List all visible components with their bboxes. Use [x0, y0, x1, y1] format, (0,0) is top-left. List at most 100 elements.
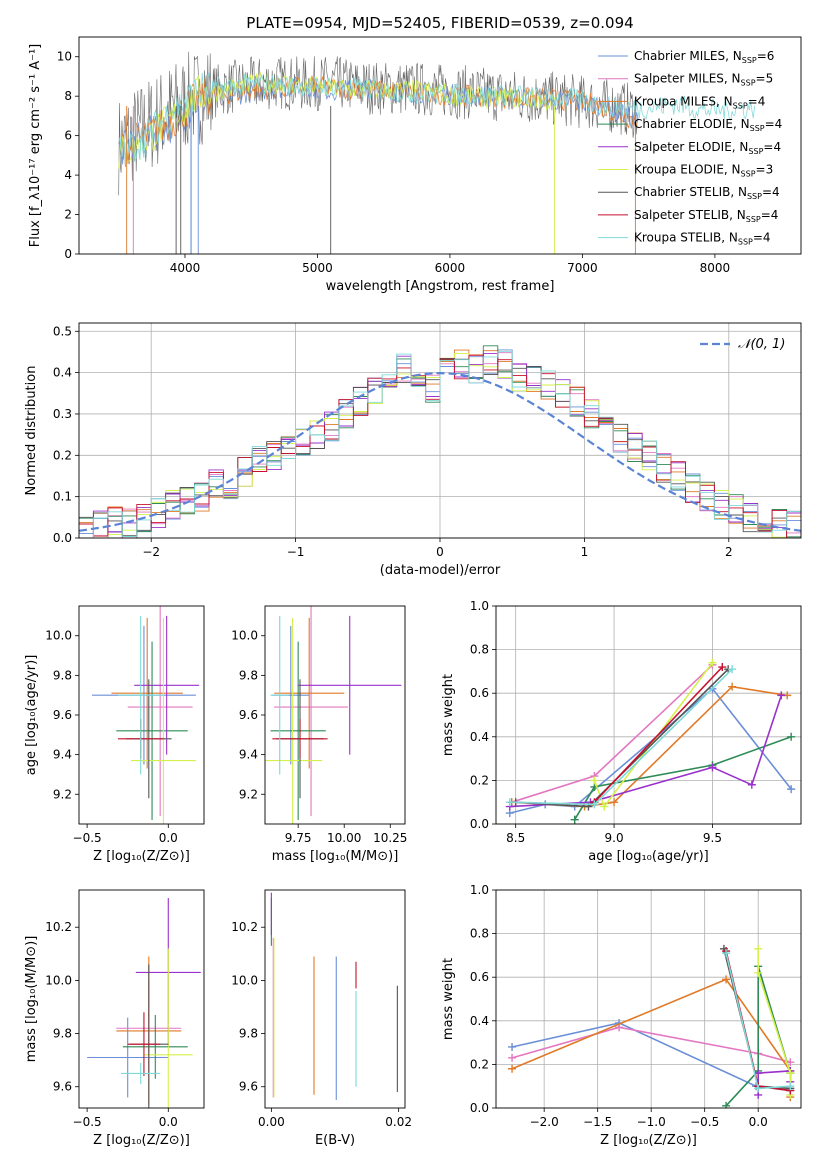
x-tick-label: 6000	[435, 261, 466, 275]
x-axis-label: mass [log₁₀(M/M⊙)]	[272, 849, 399, 864]
x-tick-label: 1	[581, 545, 589, 559]
y-tick-label: 9.2	[53, 787, 72, 801]
spectrum-series-line	[118, 75, 639, 168]
y-tick-label: 10	[57, 50, 72, 64]
x-axis-label: age [log₁₀(age/yr)]	[588, 849, 709, 864]
legend-label: 𝒩(0, 1)	[738, 337, 785, 352]
residual-histogram-panel: −2 −1 0 1 2 0.0 0.1 0.2 0.3 0.4 0.5 (data-model)/er…	[24, 322, 802, 578]
age-vs-mass-panel: 9.75 10.00 10.25 9.2 9.4 9.6 9.8 10.0 mass [log₁…	[231, 605, 407, 864]
y-tick-label: 2	[64, 208, 72, 222]
mass-weight-point	[786, 1069, 795, 1078]
y-tick-label: 10.2	[231, 920, 258, 934]
axes-frame	[78, 605, 205, 825]
y-tick-label: 0.2	[470, 773, 489, 787]
y-tick-label: 9.8	[239, 668, 258, 682]
mass-weight-point	[722, 949, 731, 958]
spectrum-plot-area	[118, 51, 755, 254]
axes-frame	[264, 889, 406, 1109]
mass-weight-point	[610, 798, 619, 807]
mass-weight-point	[722, 975, 731, 984]
mass-weight-point	[728, 665, 737, 674]
mass-weight-point	[787, 732, 796, 741]
x-tick-label: 2	[725, 545, 733, 559]
mass-weight-point	[747, 780, 756, 789]
x-tick-label: 10.25	[373, 831, 407, 845]
y-tick-label: 0.5	[53, 324, 72, 338]
errorbar-plot-area	[91, 606, 200, 824]
mass-weight-point	[708, 763, 717, 772]
x-tick-label: 0	[436, 545, 444, 559]
y-tick-label: 0.4	[53, 366, 72, 380]
legend-label: Chabrier MILES, NSSP=6	[634, 49, 774, 65]
x-tick-label: 5000	[302, 261, 333, 275]
y-tick-label: 0.0	[470, 1101, 489, 1115]
mass-weight-series-line	[511, 664, 714, 803]
y-tick-label: 0.6	[470, 686, 489, 700]
y-tick-label: 9.4	[53, 748, 72, 762]
y-tick-label: 0.2	[53, 448, 72, 462]
mass-weight-point	[708, 658, 717, 667]
mass-weight-plot-area	[505, 658, 796, 824]
x-axis-label: Z [log₁₀(Z/Z⊙)]	[600, 1133, 697, 1148]
legend-label: Kroupa ELODIE, NSSP=3	[634, 163, 773, 179]
y-tick-label: 9.8	[53, 1027, 72, 1041]
axes-frame	[78, 36, 802, 255]
x-axis-label: wavelength [Angstrom, rest frame]	[326, 279, 555, 294]
y-tick-label: 0.2	[470, 1057, 489, 1071]
x-tick-label: 8000	[700, 261, 731, 275]
figure-title: PLATE=0954, MJD=52405, FIBERID=0539, z=0…	[246, 14, 633, 32]
y-tick-label: 4	[64, 168, 72, 182]
y-axis-label: Flux [f_λ10⁻¹⁷ erg cm⁻² s⁻¹ A⁻¹]	[28, 44, 43, 248]
x-tick-label: −1.5	[583, 1115, 612, 1129]
y-tick-label: 1.0	[470, 883, 489, 897]
x-tick-label: 0.0	[749, 1115, 768, 1129]
histogram-series-step	[79, 351, 801, 538]
y-tick-label: 0.0	[53, 531, 72, 545]
y-tick-label: 8	[64, 89, 72, 103]
mass-weight-point	[754, 944, 763, 953]
mass-weight-series-line	[509, 687, 792, 814]
y-axis-label: mass weight	[441, 674, 456, 756]
axes-frame	[78, 322, 802, 539]
mass-weight-point	[777, 691, 786, 700]
axes-frame	[78, 889, 205, 1109]
mass-weight-point	[508, 1064, 517, 1073]
mass-weight-point	[508, 1053, 517, 1062]
histogram-plot-area	[79, 345, 801, 538]
y-tick-label: 0.8	[470, 927, 489, 941]
mass-weight-point	[787, 785, 796, 794]
mass-weight-point	[590, 776, 599, 785]
x-tick-label: 9.5	[703, 831, 722, 845]
y-tick-label: 1.0	[470, 599, 489, 613]
mass-weight-point	[728, 682, 737, 691]
y-tick-label: 9.8	[53, 668, 72, 682]
x-tick-label: −2	[142, 545, 160, 559]
y-tick-label: 0.4	[470, 1014, 489, 1028]
y-axis-label: Normed distribution	[24, 366, 39, 496]
x-tick-label: 0.0	[159, 831, 178, 845]
mass-weight-point	[600, 802, 609, 811]
y-tick-label: 0.4	[470, 730, 489, 744]
normal-reference-curve	[79, 371, 801, 532]
y-tick-label: 9.6	[239, 1080, 258, 1094]
mass-weight-series-line	[593, 666, 723, 803]
y-tick-label: 9.6	[239, 708, 258, 722]
mass-weight-point	[722, 1101, 731, 1108]
mass-weight-series-line	[723, 948, 791, 1090]
y-tick-label: 0	[64, 247, 72, 261]
y-tick-label: 10.2	[45, 920, 72, 934]
mass-weight-point	[718, 663, 727, 672]
mass-weight-series-line	[515, 668, 729, 808]
axes-frame	[495, 605, 802, 825]
axes-frame	[495, 889, 802, 1109]
y-tick-label: 10.0	[45, 629, 72, 643]
y-axis-label: mass [log₁₀(M/M⊙)]	[24, 936, 39, 1063]
mass-weight-point	[570, 815, 579, 824]
mass-weight-vs-age-panel: 8.5 9.0 9.5 0.0 0.2 0.4 0.6 0.8 1.0 age [log₁₀(ag…	[441, 599, 802, 864]
y-tick-label: 10.0	[45, 973, 72, 987]
x-tick-label: −0.5	[690, 1115, 719, 1129]
y-tick-label: 0.3	[53, 407, 72, 421]
y-tick-label: 9.4	[239, 748, 258, 762]
spectrum-legend: Chabrier MILES, NSSP=6 Salpeter MILES, NS…	[598, 49, 782, 247]
x-tick-label: 4000	[170, 261, 201, 275]
